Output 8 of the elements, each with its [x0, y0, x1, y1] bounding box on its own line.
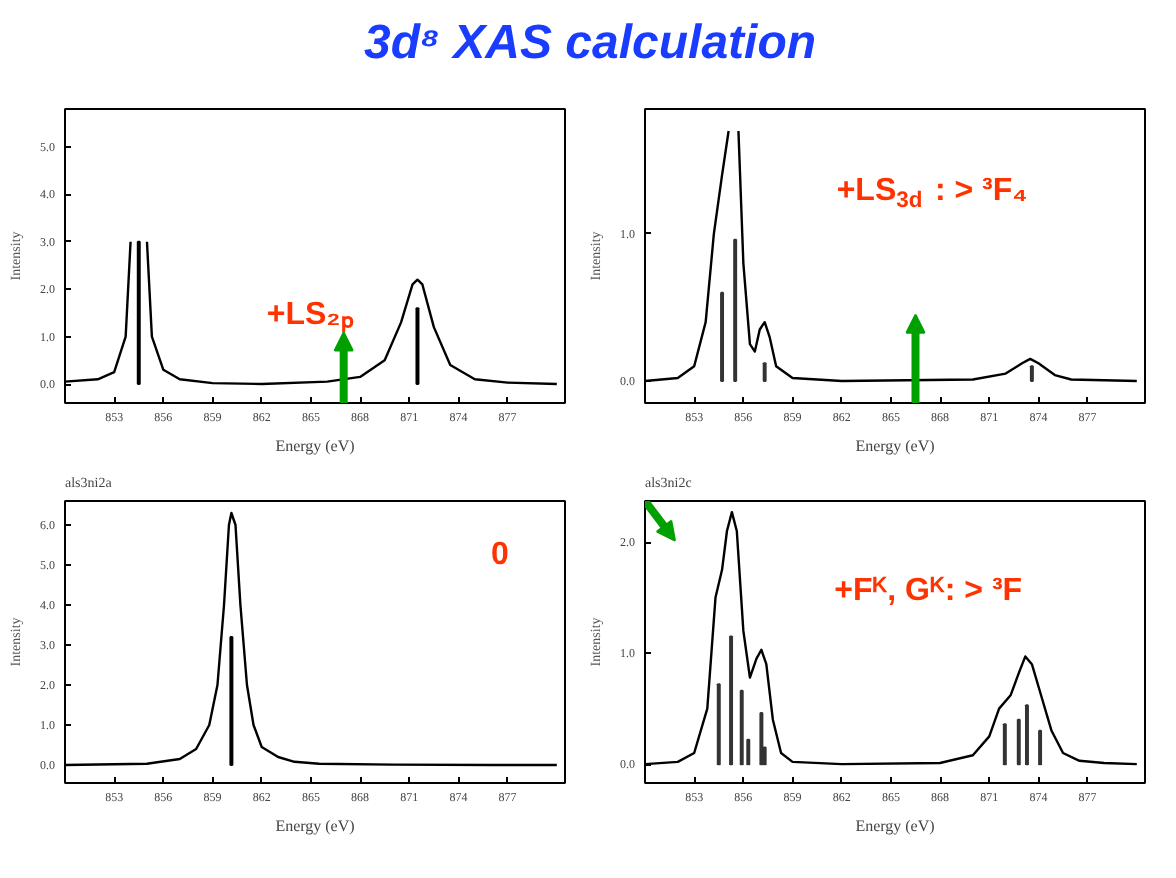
x-axis-title: Energy (eV): [275, 817, 356, 835]
annotation: +LS₂ₚ: [266, 297, 355, 334]
chart-title: 3d⁸ XAS calculation: [363, 14, 817, 74]
x-axis-title: Energy (eV): [855, 437, 936, 455]
x-axis-title: Energy (eV): [275, 437, 356, 455]
annotation: +Fᴷ, Gᴷ: > ³F: [834, 574, 1023, 609]
annotation: 0: [491, 537, 510, 572]
x-axis-title: Energy (eV): [855, 817, 936, 835]
